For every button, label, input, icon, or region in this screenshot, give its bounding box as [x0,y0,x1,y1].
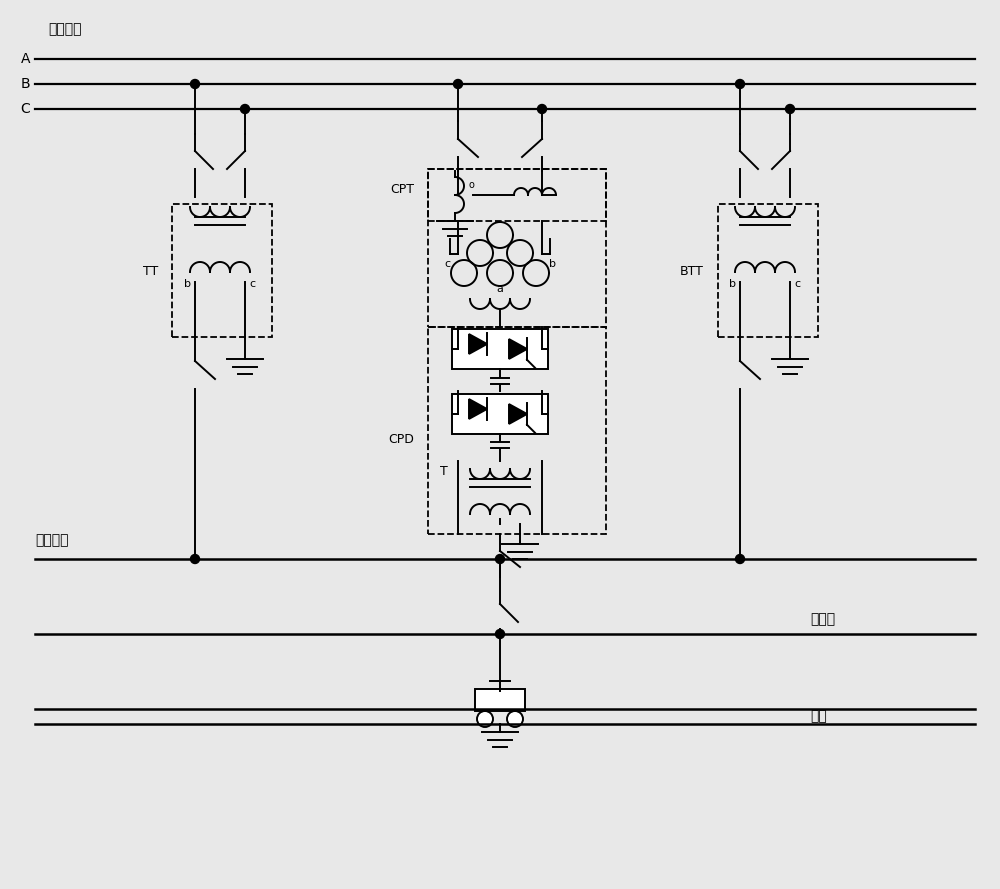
Text: o: o [468,180,474,190]
Text: C: C [20,102,30,116]
Bar [428,327,606,534]
Text: b: b [550,259,556,269]
Text: A: A [21,52,30,66]
Circle shape [477,711,493,727]
Circle shape [241,105,250,114]
Polygon shape [469,334,487,354]
Text: T: T [440,464,448,477]
Text: c: c [249,279,255,289]
Text: BTT: BTT [680,265,704,277]
Circle shape [538,105,546,114]
Polygon shape [469,399,487,419]
Bar [452,394,548,434]
Bar [428,169,606,221]
Bar [718,204,818,337]
Text: CPD: CPD [388,433,414,445]
Circle shape [507,711,523,727]
Text: c: c [794,279,800,289]
Bar [172,204,272,337]
Circle shape [496,629,505,638]
Circle shape [736,555,744,564]
Circle shape [191,79,200,89]
Text: 牵引母线: 牵引母线 [35,533,69,547]
Text: 钢轨: 钢轨 [810,709,827,724]
Text: B: B [20,77,30,91]
Text: c: c [444,259,450,269]
Polygon shape [509,339,527,359]
Text: TT: TT [143,265,158,277]
Text: b: b [184,279,191,289]
Bar [475,689,525,711]
Circle shape [191,555,200,564]
Circle shape [496,555,505,564]
Text: 高压母线: 高压母线 [48,22,82,36]
Circle shape [786,105,794,114]
Text: b: b [729,279,736,289]
Bar [452,329,548,369]
Text: 接触网: 接触网 [810,612,835,626]
Text: CPT: CPT [390,182,414,196]
Circle shape [736,79,744,89]
Bar [428,169,606,327]
Polygon shape [509,404,527,424]
Text: a: a [497,284,503,294]
Circle shape [454,79,463,89]
